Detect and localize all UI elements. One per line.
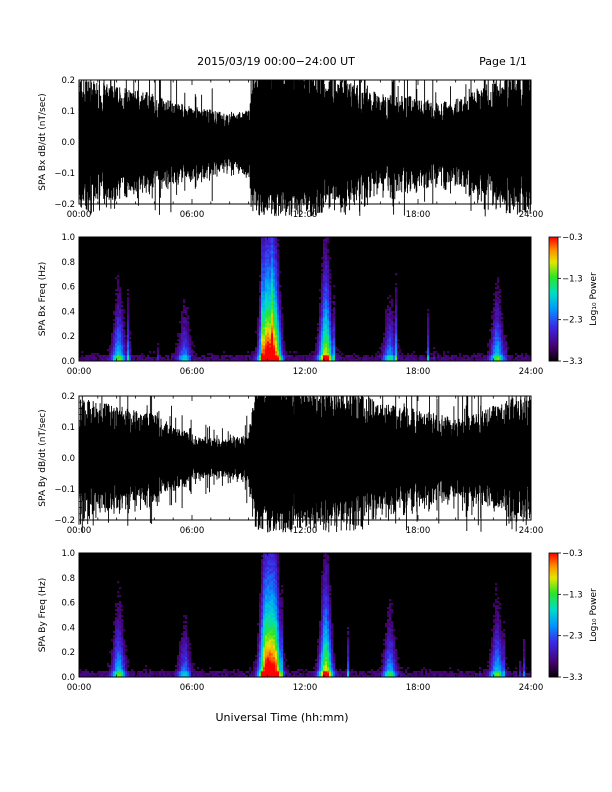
y-axis-title: SPA Bx dB/dt (nT/sec): [38, 93, 48, 190]
colorbar-tick-label: −1.3: [562, 274, 583, 284]
x-axis-title: Universal Time (hh:mm): [216, 711, 349, 724]
x-tick-label: 18:00: [406, 210, 431, 220]
y-tick-label: 1.0: [61, 549, 75, 559]
colorbar-tick-label: −2.3: [562, 632, 583, 642]
y-tick-label: 0.2: [61, 332, 75, 342]
x-tick-label: 06:00: [180, 526, 205, 536]
panel-bx-dbdt: 00:00 06:00 12:00 18:00 24:00 −0.2 −0.1 0.0 0.1 0…: [38, 76, 543, 220]
x-tick-label: 24:00: [519, 210, 544, 220]
y-tick-label: 0.1: [61, 423, 75, 433]
colorbar-label: Log₁₀ Power: [589, 588, 599, 642]
colorbar-tick-label: −1.3: [562, 590, 583, 600]
x-tick-label: 00:00: [67, 210, 92, 220]
panel-by-dbdt: 00:00 06:00 12:00 18:00 24:00 −0.2 −0.1 0.0 0.1 0…: [38, 392, 543, 536]
panels: 00:00 06:00 12:00 18:00 24:00 −0.2 −0.1 0.0 0.1 0…: [38, 76, 599, 693]
x-tick-label: 12:00: [293, 526, 318, 536]
y-tick-label: 0.8: [61, 574, 75, 584]
colorbar-tick-label: −3.3: [562, 357, 583, 367]
panel-bx-spectrogram: −0.3 −1.3 −2.3 −3.3 Log₁₀ Power 00:00 06:00 12:…: [38, 233, 599, 377]
y-tick-label: 0.0: [61, 454, 75, 464]
y-tick-label: −0.2: [54, 516, 75, 526]
x-tick-label: 18:00: [406, 526, 431, 536]
page-title: 2015/03/19 00:00−24:00 UT: [197, 55, 355, 68]
y-tick-label: 0.4: [61, 623, 75, 633]
y-tick-label: 0.2: [61, 648, 75, 658]
y-axis-title: SPA Bx Freq (Hz): [38, 262, 48, 337]
y-tick-label: 0.0: [61, 138, 75, 148]
x-tick-label: 24:00: [519, 526, 544, 536]
y-tick-label: 0.0: [61, 357, 75, 367]
colorbar-tick-label: −0.3: [562, 233, 583, 243]
x-tick-label: 00:00: [67, 526, 92, 536]
spectrogram-background: [79, 553, 531, 677]
colorbar: −0.3 −1.3 −2.3 −3.3 Log₁₀ Power: [548, 549, 599, 683]
x-tick-label: 24:00: [519, 683, 544, 693]
colorbar-tick-label: −3.3: [562, 673, 583, 683]
x-tick-label: 12:00: [293, 683, 318, 693]
colorbar-tick-label: −2.3: [562, 316, 583, 326]
y-tick-label: 0.0: [61, 673, 75, 683]
page-number: Page 1/1: [479, 55, 527, 68]
x-tick-label: 00:00: [67, 367, 92, 377]
y-tick-label: 0.6: [61, 599, 75, 609]
x-tick-label: 06:00: [180, 367, 205, 377]
y-tick-label: 0.4: [61, 307, 75, 317]
y-tick-label: 0.2: [61, 76, 75, 86]
x-tick-label: 00:00: [67, 683, 92, 693]
colorbar-label: Log₁₀ Power: [589, 272, 599, 326]
y-tick-label: 0.2: [61, 392, 75, 402]
y-tick-label: −0.1: [54, 169, 75, 179]
x-tick-label: 24:00: [519, 367, 544, 377]
x-tick-label: 18:00: [406, 367, 431, 377]
y-tick-label: 0.1: [61, 107, 75, 117]
colorbar-tick-label: −0.3: [562, 549, 583, 559]
spectrogram-cells: [79, 553, 532, 678]
x-tick-label: 12:00: [293, 367, 318, 377]
panel-by-spectrogram: −0.3 −1.3 −2.3 −3.3 Log₁₀ Power 00:00 06:00 12:…: [38, 549, 599, 693]
y-tick-label: 0.6: [61, 283, 75, 293]
x-tick-label: 12:00: [293, 210, 318, 220]
spectrogram-background: [79, 237, 531, 361]
y-tick-label: −0.1: [54, 485, 75, 495]
x-tick-label: 06:00: [180, 210, 205, 220]
y-tick-label: −0.2: [54, 200, 75, 210]
y-tick-label: 1.0: [61, 233, 75, 243]
y-axis-title: SPA By Freq (Hz): [38, 578, 48, 653]
x-tick-label: 06:00: [180, 683, 205, 693]
y-tick-label: 0.8: [61, 258, 75, 268]
y-axis-title: SPA By dB/dt (nT/sec): [38, 409, 48, 506]
x-tick-label: 18:00: [406, 683, 431, 693]
spectrogram-cells: [79, 237, 532, 362]
colorbar: −0.3 −1.3 −2.3 −3.3 Log₁₀ Power: [548, 233, 599, 367]
